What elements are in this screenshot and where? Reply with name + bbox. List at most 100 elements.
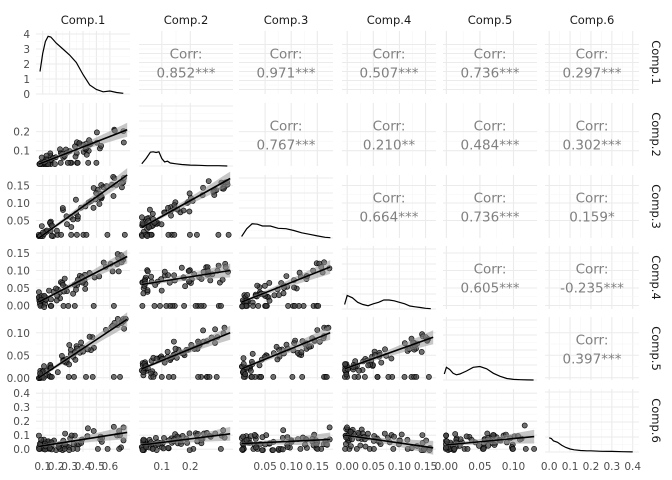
scatter-point bbox=[158, 373, 165, 380]
scatter-point bbox=[521, 422, 528, 429]
scatter-point bbox=[139, 220, 146, 226]
scatter-point bbox=[215, 231, 222, 238]
scatter-point bbox=[70, 216, 76, 223]
scatter-point bbox=[68, 432, 75, 439]
scatter-point bbox=[248, 373, 255, 380]
scatter-point bbox=[72, 153, 79, 160]
scatter-point bbox=[115, 268, 122, 275]
scatter-point bbox=[74, 159, 81, 166]
corr-label: Corr: bbox=[270, 47, 303, 63]
x-tick-label: 0.4 bbox=[624, 461, 641, 473]
corr-value: 0.664*** bbox=[360, 210, 419, 226]
scatter-point bbox=[343, 371, 350, 378]
scatter-point bbox=[388, 355, 395, 362]
scatter-point bbox=[262, 302, 269, 309]
y-tick-label: 0 bbox=[23, 89, 30, 101]
regression-line bbox=[141, 177, 231, 229]
scatter-point bbox=[261, 282, 268, 289]
scatter-point bbox=[315, 302, 322, 309]
scatter-point bbox=[57, 159, 64, 166]
scatter-point bbox=[198, 302, 204, 309]
panel-background bbox=[545, 175, 639, 238]
scatter-point bbox=[73, 286, 79, 293]
scatter-point bbox=[259, 434, 266, 441]
scatter-point bbox=[452, 431, 459, 437]
corr-label: Corr: bbox=[576, 47, 609, 63]
x-tick-label: 0.00 bbox=[336, 461, 359, 473]
scatter-point bbox=[297, 445, 304, 452]
scatter-point bbox=[276, 292, 282, 298]
panel-Comp.6-Comp.4 bbox=[342, 389, 436, 455]
scatter-point bbox=[64, 159, 71, 166]
scatter-point bbox=[193, 231, 200, 238]
x-tick-label: 0.2 bbox=[182, 461, 199, 473]
regression-line bbox=[241, 438, 331, 445]
x-tick-label: 0.2 bbox=[48, 461, 65, 473]
panel-Comp.6-Comp.1 bbox=[36, 389, 130, 453]
scatter-point bbox=[90, 428, 97, 434]
panel-Comp.1-Comp.4: Corr: 0.507*** bbox=[342, 31, 436, 94]
scatter-point bbox=[378, 359, 385, 366]
scatter-point bbox=[192, 302, 199, 309]
corr-label: Corr: bbox=[373, 119, 406, 135]
scatter-point bbox=[186, 208, 193, 215]
panel-Comp.1-Comp.5: Corr: 0.736*** bbox=[443, 31, 537, 94]
scatter-point bbox=[401, 373, 408, 380]
scatter-point bbox=[418, 348, 425, 355]
scatter-point bbox=[171, 231, 178, 238]
y-tick-label: 0.0 bbox=[13, 444, 30, 456]
scatter-point bbox=[151, 302, 158, 309]
regression-line bbox=[344, 336, 434, 370]
corr-label: Corr: bbox=[474, 191, 507, 207]
corr-label: Corr: bbox=[576, 191, 609, 207]
scatter-point bbox=[212, 326, 218, 333]
scatter-point bbox=[52, 161, 58, 167]
strip-label-right-4: Comp.4 bbox=[649, 255, 663, 300]
scatter-point bbox=[299, 373, 306, 380]
scatter-point bbox=[161, 435, 167, 441]
y-tick-label: 3 bbox=[23, 44, 30, 56]
x-tick-label: 0.3 bbox=[61, 461, 78, 473]
scatter-point bbox=[270, 373, 277, 380]
panel-background bbox=[139, 103, 233, 166]
scatter-point bbox=[150, 373, 157, 380]
corr-value: 0.852*** bbox=[157, 66, 216, 82]
scatter-point bbox=[149, 445, 156, 452]
scatter-point bbox=[94, 129, 100, 136]
scatter-point bbox=[53, 285, 59, 292]
scatter-point bbox=[259, 447, 265, 453]
scatter-point bbox=[41, 304, 48, 310]
scatter-point bbox=[195, 373, 201, 380]
scatter-point bbox=[61, 445, 68, 452]
panel-background bbox=[545, 246, 639, 309]
scatter-point bbox=[353, 445, 360, 452]
scatter-point bbox=[144, 233, 151, 239]
scatter-point bbox=[161, 268, 168, 275]
scatter-point bbox=[65, 302, 72, 309]
scatter-point bbox=[181, 302, 187, 309]
panel-Comp.4-Comp.6: Corr: -0.235*** bbox=[545, 246, 639, 309]
scatter-point bbox=[38, 436, 44, 443]
density-curve-Comp.6 bbox=[549, 437, 633, 453]
y-tick-label: 0.3 bbox=[13, 402, 30, 414]
scatter-point bbox=[104, 445, 111, 452]
scatter-point bbox=[140, 436, 147, 443]
regression-line bbox=[241, 266, 331, 303]
scatter-point bbox=[413, 373, 420, 380]
strip-label-top-6: Comp.6 bbox=[570, 13, 615, 27]
scatter-point bbox=[419, 432, 426, 438]
scatter-point bbox=[254, 282, 261, 289]
panel-Comp.5-Comp.5 bbox=[443, 317, 537, 381]
scatter-point bbox=[274, 356, 281, 363]
panel-Comp.3-Comp.1 bbox=[35, 168, 130, 240]
scatter-point bbox=[59, 352, 65, 359]
scatter-point bbox=[139, 302, 146, 309]
scatter-point bbox=[93, 159, 100, 166]
corr-value: 0.159* bbox=[569, 210, 615, 226]
density-curve-Comp.4 bbox=[344, 294, 431, 310]
scatter-point bbox=[244, 291, 251, 298]
scatter-point bbox=[289, 373, 296, 380]
y-tick-label: 0.00 bbox=[7, 373, 30, 385]
x-tick-label: 0.10 bbox=[502, 461, 525, 473]
scatter-point bbox=[510, 445, 516, 452]
